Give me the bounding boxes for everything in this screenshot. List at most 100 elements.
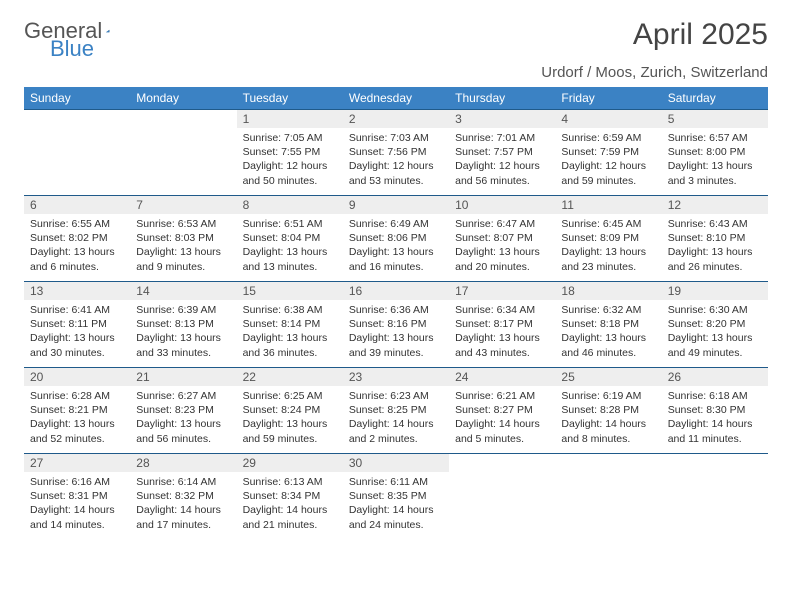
weekday-header: Saturday [662,87,768,110]
daylight-line: Daylight: 13 hours and 33 minutes. [136,331,230,359]
day-number: 2 [343,110,449,128]
calendar-day-cell: 21Sunrise: 6:27 AMSunset: 8:23 PMDayligh… [130,368,236,454]
sunset-value: 8:07 PM [494,232,533,244]
daylight-line: Daylight: 12 hours and 50 minutes. [243,159,337,187]
calendar-day-cell: 25Sunrise: 6:19 AMSunset: 8:28 PMDayligh… [555,368,661,454]
calendar-header-row: SundayMondayTuesdayWednesdayThursdayFrid… [24,87,768,110]
day-details: Sunrise: 6:39 AMSunset: 8:13 PMDaylight:… [130,300,236,366]
sunset-label: Sunset: [30,404,69,416]
sunset-label: Sunset: [668,146,707,158]
sunrise-line: Sunrise: 6:41 AM [30,303,124,317]
day-details: Sunrise: 6:27 AMSunset: 8:23 PMDaylight:… [130,386,236,452]
calendar-day-cell: 29Sunrise: 6:13 AMSunset: 8:34 PMDayligh… [237,454,343,540]
sunrise-value: 6:21 AM [497,390,536,402]
sunrise-label: Sunrise: [136,304,177,316]
weekday-header: Wednesday [343,87,449,110]
sunset-value: 8:24 PM [281,404,320,416]
sunrise-label: Sunrise: [455,304,496,316]
daylight-label: Daylight: [136,332,180,344]
calendar-week-row: 27Sunrise: 6:16 AMSunset: 8:31 PMDayligh… [24,454,768,540]
calendar-day-cell: 14Sunrise: 6:39 AMSunset: 8:13 PMDayligh… [130,282,236,368]
day-number: 29 [237,454,343,472]
sunset-label: Sunset: [243,146,282,158]
sunset-line: Sunset: 8:28 PM [561,403,655,417]
day-details: Sunrise: 6:19 AMSunset: 8:28 PMDaylight:… [555,386,661,452]
sunrise-value: 6:28 AM [71,390,110,402]
sunset-line: Sunset: 8:16 PM [349,317,443,331]
daylight-line: Daylight: 14 hours and 2 minutes. [349,417,443,445]
daylight-label: Daylight: [561,418,605,430]
sunset-line: Sunset: 8:02 PM [30,231,124,245]
sunrise-line: Sunrise: 6:47 AM [455,217,549,231]
sunrise-value: 6:27 AM [178,390,217,402]
sunrise-value: 6:18 AM [709,390,748,402]
sunset-value: 8:14 PM [281,318,320,330]
sunrise-label: Sunrise: [561,218,602,230]
day-details: Sunrise: 6:36 AMSunset: 8:16 PMDaylight:… [343,300,449,366]
sunrise-line: Sunrise: 6:36 AM [349,303,443,317]
sunrise-label: Sunrise: [349,132,390,144]
sunrise-line: Sunrise: 6:53 AM [136,217,230,231]
sunrise-value: 6:32 AM [603,304,642,316]
daylight-label: Daylight: [349,246,393,258]
day-details: Sunrise: 6:32 AMSunset: 8:18 PMDaylight:… [555,300,661,366]
calendar-day-cell: 1Sunrise: 7:05 AMSunset: 7:55 PMDaylight… [237,110,343,196]
sunrise-label: Sunrise: [668,132,709,144]
daylight-line: Daylight: 13 hours and 46 minutes. [561,331,655,359]
sunset-label: Sunset: [136,318,175,330]
sunrise-label: Sunrise: [561,390,602,402]
sunrise-label: Sunrise: [243,304,284,316]
sunset-label: Sunset: [349,318,388,330]
sunrise-value: 6:36 AM [390,304,429,316]
sunset-value: 8:02 PM [69,232,108,244]
day-number: 30 [343,454,449,472]
day-details: Sunrise: 6:38 AMSunset: 8:14 PMDaylight:… [237,300,343,366]
sunset-value: 8:06 PM [387,232,426,244]
daylight-label: Daylight: [243,504,287,516]
day-number: 28 [130,454,236,472]
daylight-label: Daylight: [136,418,180,430]
sunset-value: 8:25 PM [387,404,426,416]
sunset-label: Sunset: [243,490,282,502]
daylight-line: Daylight: 13 hours and 49 minutes. [668,331,762,359]
sunrise-value: 6:55 AM [71,218,110,230]
sunset-line: Sunset: 8:14 PM [243,317,337,331]
sunset-line: Sunset: 8:09 PM [561,231,655,245]
sunset-label: Sunset: [349,146,388,158]
day-number: 19 [662,282,768,300]
sunrise-value: 6:34 AM [497,304,536,316]
sunrise-line: Sunrise: 7:05 AM [243,131,337,145]
sunset-label: Sunset: [30,490,69,502]
daylight-label: Daylight: [136,504,180,516]
sunset-value: 8:32 PM [175,490,214,502]
day-details: Sunrise: 6:14 AMSunset: 8:32 PMDaylight:… [130,472,236,538]
sunset-line: Sunset: 7:57 PM [455,145,549,159]
daylight-line: Daylight: 12 hours and 56 minutes. [455,159,549,187]
sunset-value: 8:16 PM [387,318,426,330]
sunrise-value: 7:01 AM [497,132,536,144]
sunrise-label: Sunrise: [349,476,390,488]
day-details: Sunrise: 6:47 AMSunset: 8:07 PMDaylight:… [449,214,555,280]
day-details: Sunrise: 6:34 AMSunset: 8:17 PMDaylight:… [449,300,555,366]
daylight-line: Daylight: 13 hours and 16 minutes. [349,245,443,273]
sunset-label: Sunset: [349,404,388,416]
day-number: 26 [662,368,768,386]
sunrise-line: Sunrise: 6:32 AM [561,303,655,317]
day-details: Sunrise: 6:49 AMSunset: 8:06 PMDaylight:… [343,214,449,280]
sunset-value: 8:30 PM [706,404,745,416]
day-number: 5 [662,110,768,128]
sunrise-line: Sunrise: 6:28 AM [30,389,124,403]
calendar-day-cell: 30Sunrise: 6:11 AMSunset: 8:35 PMDayligh… [343,454,449,540]
calendar-day-cell: 7Sunrise: 6:53 AMSunset: 8:03 PMDaylight… [130,196,236,282]
daylight-label: Daylight: [668,160,712,172]
sunrise-line: Sunrise: 6:14 AM [136,475,230,489]
sunrise-label: Sunrise: [668,218,709,230]
day-number: 16 [343,282,449,300]
calendar-week-row: 1Sunrise: 7:05 AMSunset: 7:55 PMDaylight… [24,110,768,196]
daylight-line: Daylight: 13 hours and 39 minutes. [349,331,443,359]
day-number: 1 [237,110,343,128]
daylight-line: Daylight: 14 hours and 21 minutes. [243,503,337,531]
day-number: 12 [662,196,768,214]
page-title: April 2025 [633,18,768,52]
sunset-label: Sunset: [30,232,69,244]
